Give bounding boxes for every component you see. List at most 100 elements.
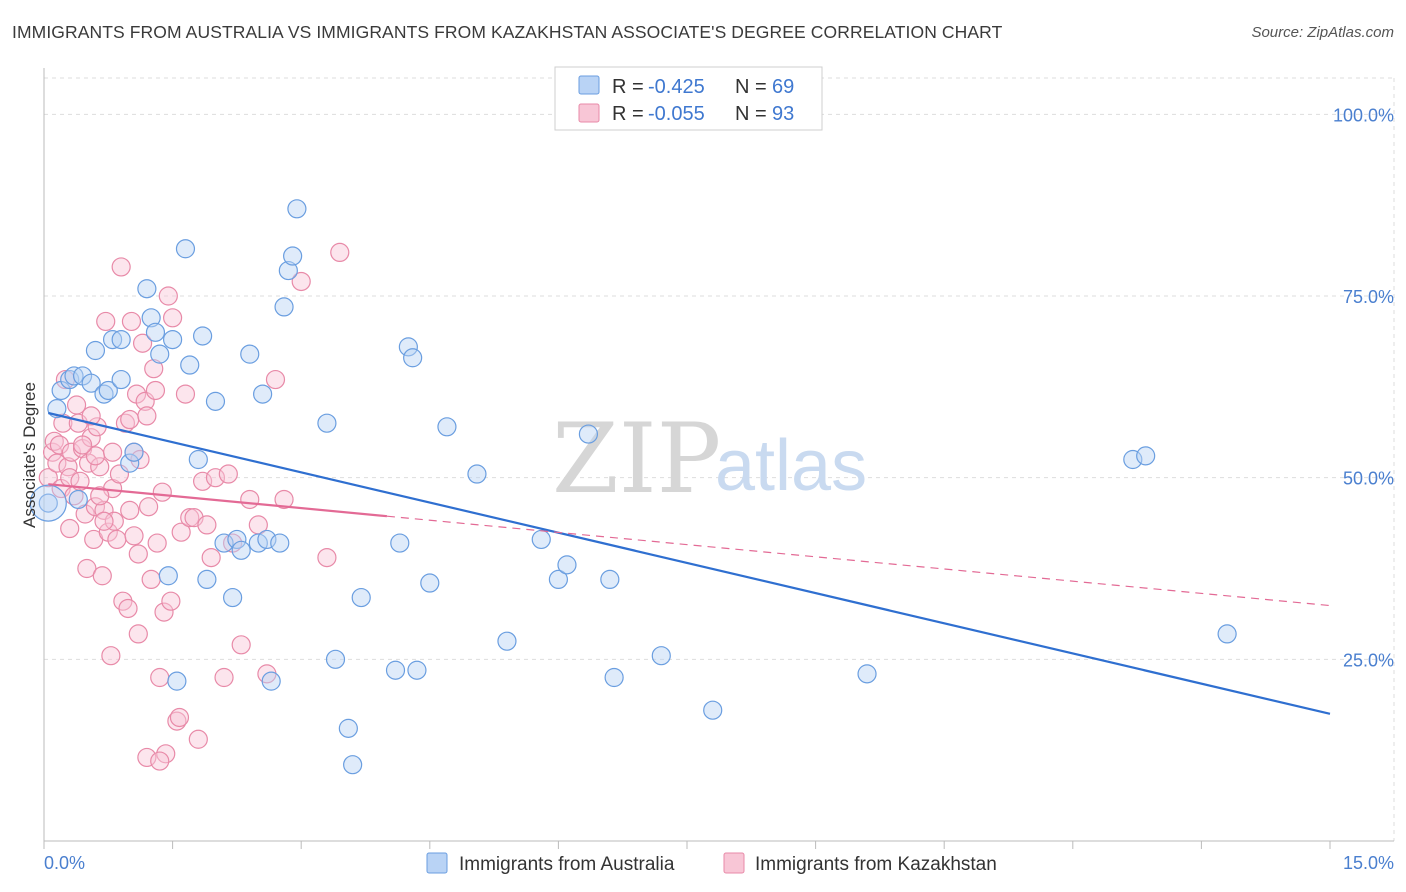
kazakhstan-point (121, 311, 142, 332)
kazakhstan-point (53, 413, 73, 433)
australia-point (231, 540, 251, 560)
y-tick-labels: 25.0% 50.0% 75.0% 100.0% (1333, 105, 1394, 670)
legend-n-value-2: 93 (772, 103, 794, 125)
australia-point (167, 671, 187, 691)
kazakhstan-point (128, 624, 148, 644)
kazakhstan-point (60, 518, 80, 539)
kazakhstan-point (291, 271, 311, 292)
kazakhstan-point (118, 598, 138, 619)
y-tick-label: 50.0% (1343, 469, 1394, 489)
trend-lines (48, 411, 1331, 715)
kazakhstan-point (330, 242, 350, 262)
legend-r-label-2: R = (612, 103, 644, 125)
kazakhstan-point (120, 500, 140, 520)
australia-point (531, 529, 551, 550)
kazakhstan-point (188, 729, 208, 749)
kazakhstan-point (111, 257, 131, 277)
kazakhstan-point (218, 464, 238, 484)
y-tick-label: 75.0% (1343, 287, 1394, 307)
kazakhstan-point (72, 435, 93, 455)
kazakhstan-point (169, 707, 190, 728)
kazakhstan-point (124, 526, 144, 546)
australia-point (240, 344, 260, 364)
kazakhstan-point (193, 471, 213, 491)
australia-point (223, 587, 243, 608)
kazakhstan-point (96, 311, 116, 332)
australia-point (175, 239, 196, 259)
source-credit: Source: ZipAtlas.com (1251, 24, 1394, 41)
x-tick-min: 0.0% (44, 853, 85, 873)
watermark-zip: ZIP (552, 403, 721, 515)
bottom-legend-swatch-australia (426, 852, 448, 874)
kazakhstan-point (317, 547, 337, 568)
australia-point (124, 442, 144, 462)
australia-point (604, 667, 624, 688)
australia-point (351, 587, 371, 608)
australia-point (407, 660, 427, 680)
kazakhstan-points (38, 242, 350, 771)
australia-point (497, 631, 517, 651)
australia-point (214, 533, 234, 553)
australia-point (197, 569, 217, 590)
kazakhstan-point (201, 547, 221, 568)
kazakhstan-point (101, 646, 121, 666)
australia-point (343, 755, 363, 775)
australia-point (1123, 449, 1143, 470)
stats-legend: R = -0.425 N = 69 R = -0.055 N = 93 (554, 66, 823, 131)
australia-point (1217, 624, 1237, 644)
legend-r-value-1: -0.425 (648, 76, 705, 98)
legend-r-label-1: R = (612, 76, 644, 98)
australia-point (338, 718, 358, 738)
kazakhstan-point (145, 380, 166, 401)
legend-n-value-1: 69 (772, 76, 794, 98)
kazakhstan-point (92, 566, 112, 586)
australia-point (150, 344, 170, 364)
legend-n-label-1: N = (735, 76, 767, 98)
australia-point (68, 489, 88, 510)
kazakhstan-point (38, 468, 58, 488)
kazakhstan-point (150, 751, 170, 771)
legend-swatch-kazakhstan (578, 103, 600, 123)
australia-point (193, 326, 213, 346)
kazakhstan-point (240, 489, 260, 510)
australia-point (420, 573, 440, 593)
kazakhstan-point (154, 602, 174, 622)
australia-point (141, 308, 161, 328)
kazakhstan-point (132, 333, 153, 353)
kazakhstan-point (81, 406, 101, 426)
kazakhstan-point (231, 635, 251, 655)
kazakhstan-point (141, 569, 161, 590)
australia-trend-line (48, 411, 1331, 715)
australia-point (703, 700, 723, 720)
kazakhstan-point (128, 544, 148, 564)
australia-point (120, 453, 140, 473)
australia-point (548, 569, 569, 590)
kazakhstan-point (44, 431, 64, 451)
australia-point (205, 391, 226, 411)
bottom-legend-swatch-kazakhstan (723, 852, 745, 874)
australia-point (437, 417, 457, 437)
watermark-atlas: atlas (715, 426, 867, 506)
australia-point (557, 555, 577, 575)
australia-point (403, 348, 423, 368)
legend-r-value-2: -0.055 (648, 103, 705, 125)
kazakhstan-point (161, 591, 181, 611)
australia-point (390, 533, 410, 553)
kazakhstan-point (94, 511, 114, 531)
bottom-legend-label-kazakhstan: Immigrants from Kazakhstan (755, 854, 997, 875)
australia-point (600, 569, 620, 590)
kazakhstan-point (175, 384, 196, 404)
kazakhstan-point (90, 486, 110, 506)
legend-n-label-2: N = (735, 103, 767, 125)
australia-point (1136, 446, 1156, 466)
kazakhstan-point (152, 482, 172, 502)
australia-point (857, 664, 877, 684)
australia-point (81, 373, 101, 393)
australia-point (145, 322, 166, 342)
australia-point (398, 337, 418, 357)
australia-point (287, 199, 307, 219)
kazakhstan-point (138, 497, 159, 517)
australia-point (385, 660, 406, 680)
australia-point (283, 246, 303, 266)
australia-point (257, 529, 277, 550)
